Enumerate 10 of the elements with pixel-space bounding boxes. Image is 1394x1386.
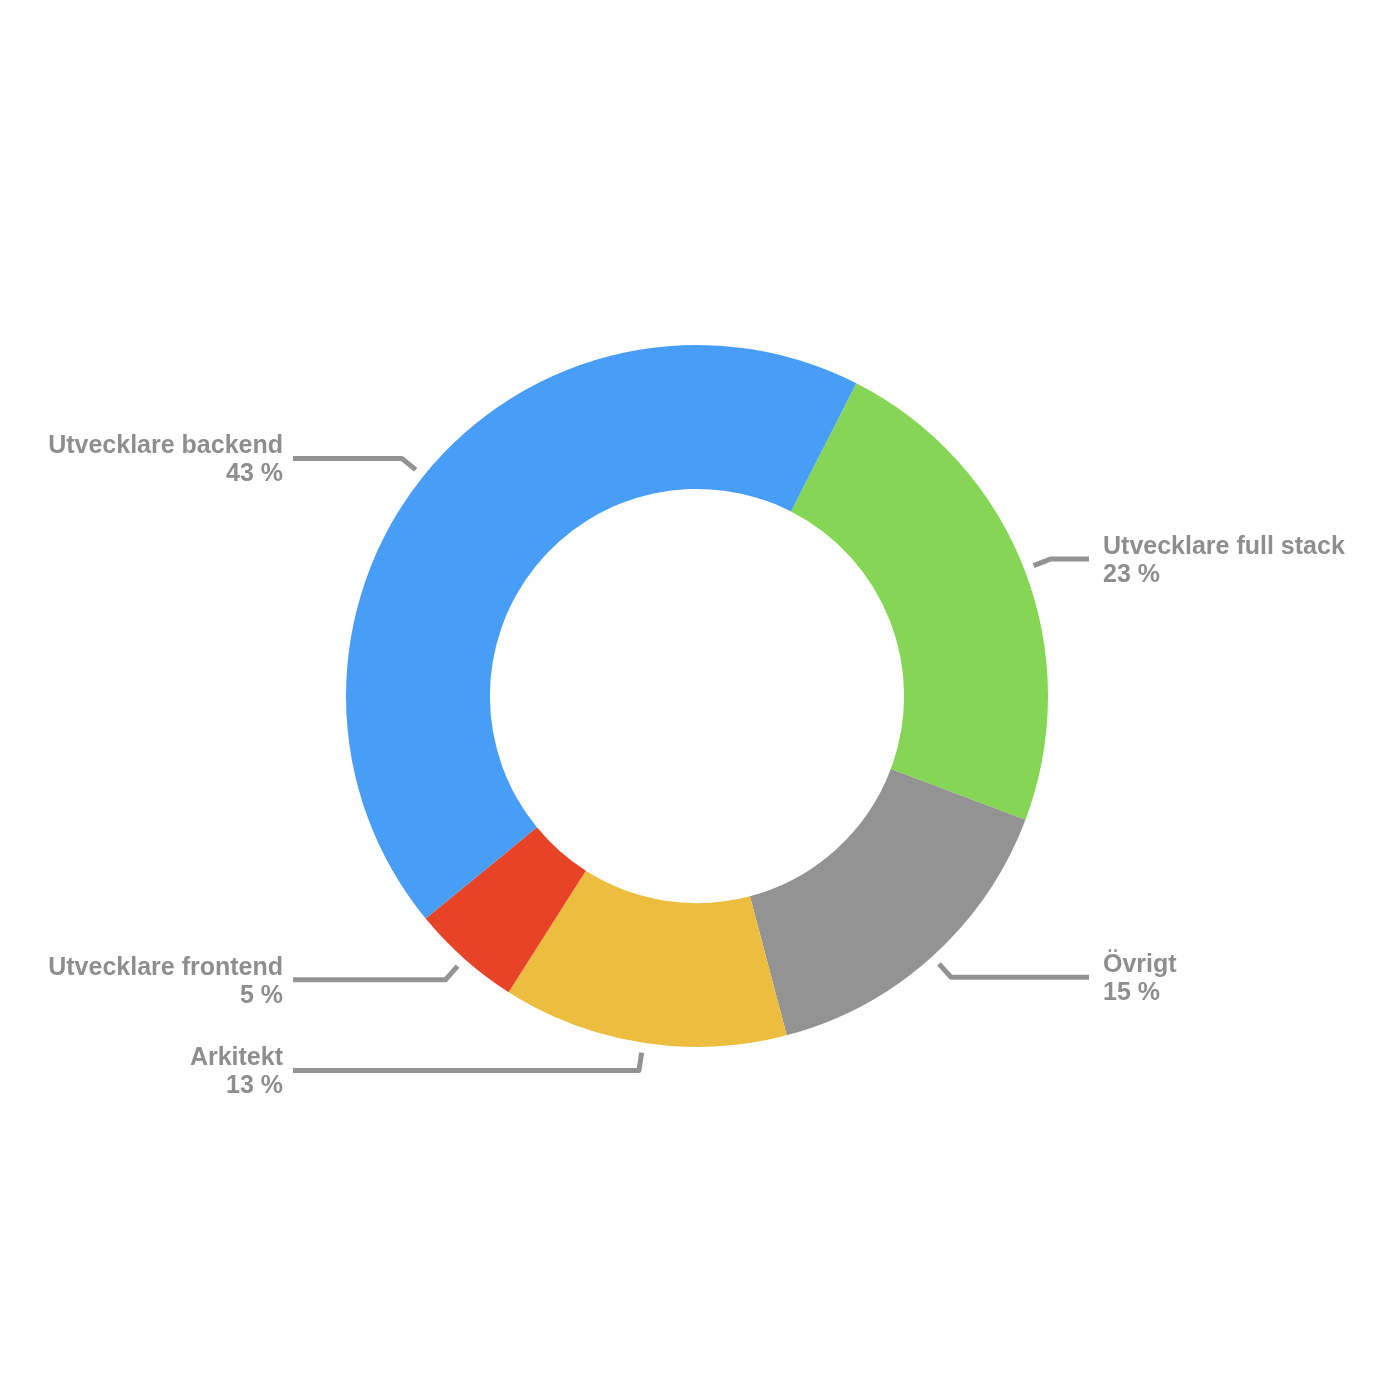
slice-label: Utvecklare backend: [48, 430, 283, 459]
slice-label: Utvecklare full stack: [1103, 530, 1345, 559]
data-label: 5 %: [239, 979, 283, 1008]
data-label: 15 %: [1103, 977, 1160, 1006]
slice-label: Utvecklare frontend: [48, 951, 283, 980]
slice-label: Övrigt: [1103, 949, 1178, 978]
data-label: 23 %: [1103, 558, 1160, 587]
data-label: 13 %: [226, 1070, 283, 1099]
data-label: 43 %: [226, 458, 283, 487]
slice-label: Arkitekt: [189, 1042, 284, 1071]
